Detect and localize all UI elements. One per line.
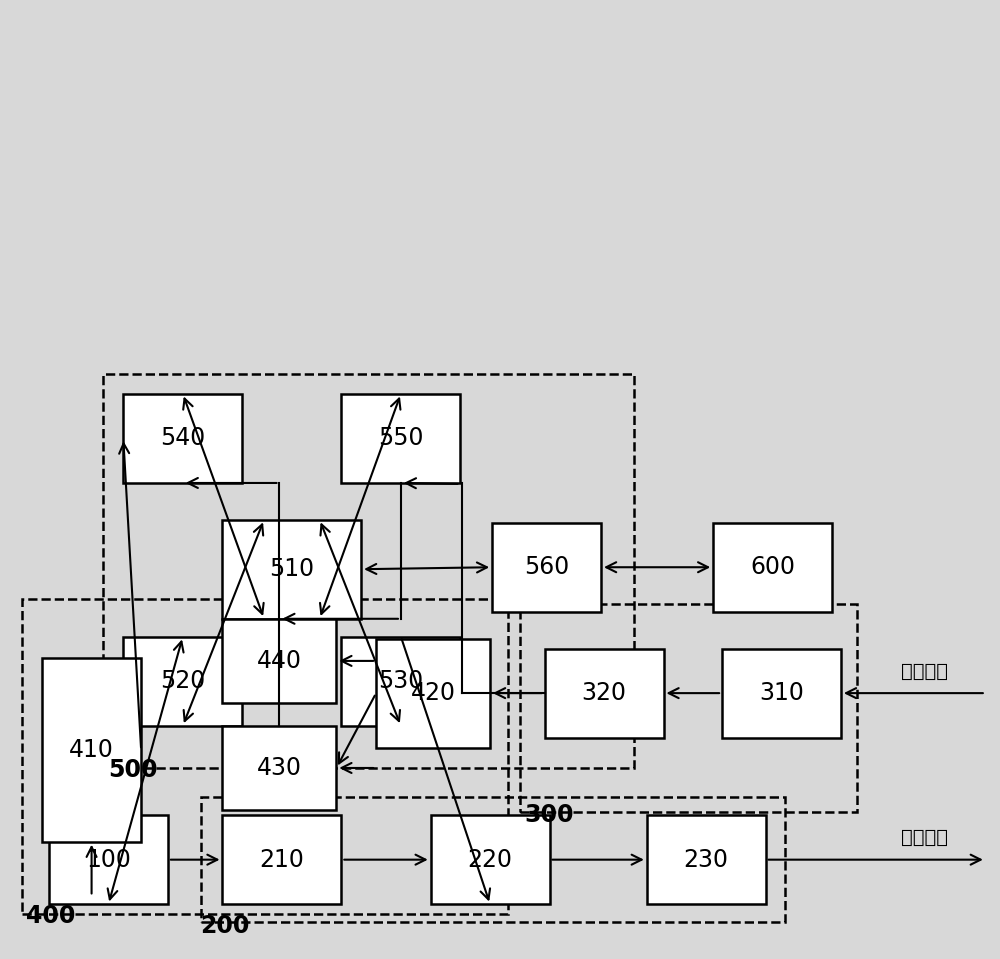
Text: 400: 400 <box>26 904 76 928</box>
Text: 410: 410 <box>69 738 114 762</box>
Bar <box>123 637 242 726</box>
Bar <box>42 659 141 842</box>
Text: 300: 300 <box>525 803 574 827</box>
Text: 420: 420 <box>411 681 456 705</box>
Text: 出射激光: 出射激光 <box>901 829 948 848</box>
Bar <box>123 394 242 483</box>
Text: 320: 320 <box>582 681 627 705</box>
Bar <box>520 604 857 812</box>
Text: 430: 430 <box>257 756 302 780</box>
Text: 520: 520 <box>160 669 205 693</box>
Text: 激光回波: 激光回波 <box>901 662 948 681</box>
Bar <box>222 520 361 619</box>
Bar <box>341 394 460 483</box>
Bar <box>222 726 336 810</box>
Bar <box>647 815 766 904</box>
Bar <box>222 619 336 703</box>
Bar <box>222 815 341 904</box>
Bar <box>722 648 841 737</box>
Bar <box>376 639 490 748</box>
Text: 560: 560 <box>524 555 569 579</box>
Bar <box>431 815 550 904</box>
Text: 600: 600 <box>750 555 795 579</box>
Bar <box>545 648 664 737</box>
Text: 440: 440 <box>257 649 302 673</box>
Text: 540: 540 <box>160 427 205 451</box>
Bar <box>49 815 168 904</box>
Bar <box>341 637 460 726</box>
Bar <box>713 523 832 612</box>
Bar <box>22 599 508 914</box>
Text: 530: 530 <box>378 669 423 693</box>
Bar <box>492 523 601 612</box>
Text: 100: 100 <box>86 848 131 872</box>
Text: 230: 230 <box>684 848 729 872</box>
Bar <box>201 797 785 923</box>
Text: 510: 510 <box>269 557 314 581</box>
Text: 210: 210 <box>259 848 304 872</box>
Text: 310: 310 <box>759 681 804 705</box>
Text: 500: 500 <box>108 759 158 783</box>
Text: 550: 550 <box>378 427 424 451</box>
Text: 220: 220 <box>468 848 513 872</box>
Bar <box>103 374 634 768</box>
Text: 200: 200 <box>201 914 250 938</box>
